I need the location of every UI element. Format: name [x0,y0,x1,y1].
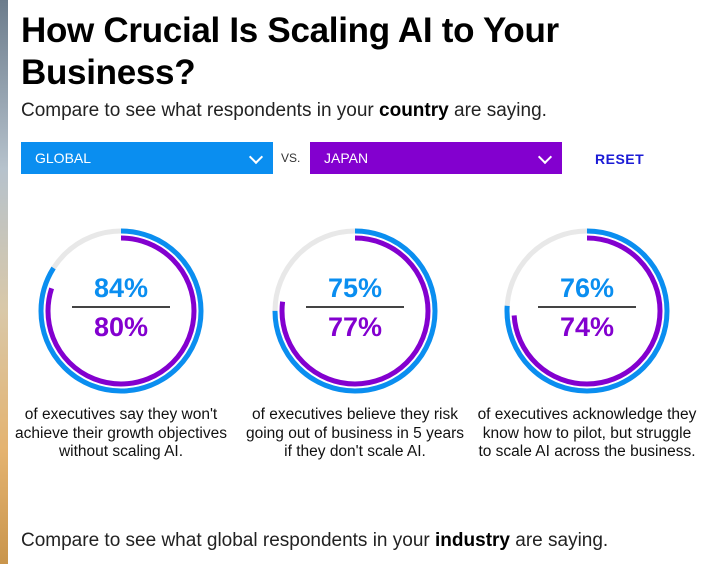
stat-card: 76% 74% of executives acknowledge they k… [478,226,696,460]
subtitle-text-end: are saying. [448,100,547,121]
global-ring [272,228,438,394]
stat-card: 75% 77% of executives believe they risk … [246,226,464,460]
page-title: How Crucial Is Scaling AI to Your Busine… [21,11,559,92]
stat-description: of executives say they won't achieve the… [15,406,227,460]
stat-description: of executives believe they risk going ou… [246,406,464,460]
divider [538,306,636,308]
chevron-down-icon [537,149,553,165]
country-ring [279,235,431,387]
subtitle-text-start: Compare to see what respondents in your [21,100,380,121]
ring-chart [272,228,438,394]
country-select-value: JAPAN [324,150,369,166]
global-select-value: GLOBAL [35,150,92,166]
country-percent: 80% [93,312,149,342]
global-ring [38,228,204,394]
global-percent: 84% [93,273,149,303]
background-strip [0,0,8,564]
country-percent: 77% [327,312,383,342]
page-subtitle: Compare to see what respondents in your … [21,100,547,122]
country-select[interactable]: JAPAN [310,142,562,174]
vs-label: VS. [281,151,301,165]
industry-compare-text: Compare to see what global respondents i… [21,530,608,552]
stat-description: of executives acknowledge they know how … [477,406,697,460]
industry-text-start: Compare to see what global respondents i… [21,530,436,551]
ring-chart [504,228,670,394]
chevron-down-icon [248,149,264,165]
stat-card: 84% 80% of executives say they won't ach… [15,226,227,460]
country-ring [511,235,663,387]
industry-keyword: industry [435,530,510,551]
country-percent: 74% [559,312,615,342]
global-ring [504,228,670,394]
divider [72,306,170,308]
ring-chart [38,228,204,394]
global-select[interactable]: GLOBAL [21,142,273,174]
industry-text-end: are saying. [509,530,609,551]
country-ring [45,235,197,387]
reset-button[interactable]: RESET [595,151,645,167]
subtitle-keyword: country [379,100,449,121]
global-percent: 76% [559,273,615,303]
divider [306,306,404,308]
global-percent: 75% [327,273,383,303]
